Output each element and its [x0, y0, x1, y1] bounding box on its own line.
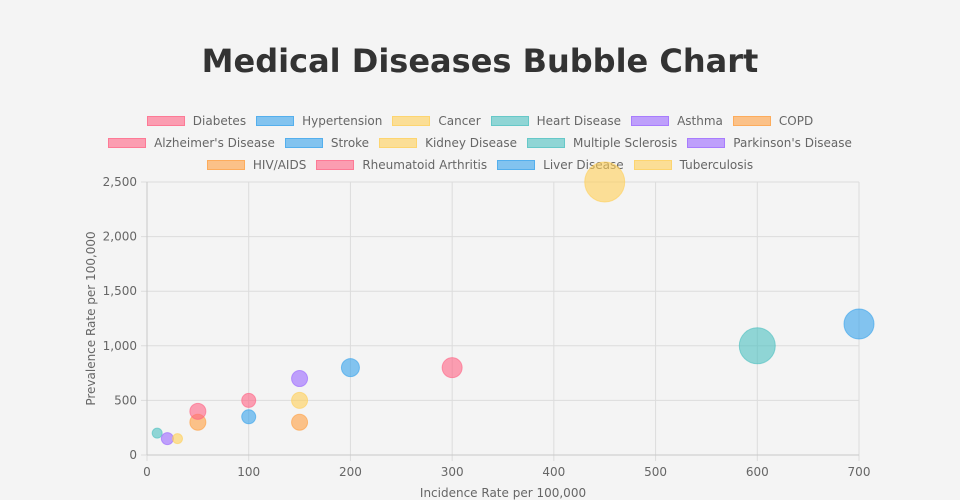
legend-label: Heart Disease	[536, 114, 622, 128]
x-tick-label: 700	[848, 465, 871, 479]
legend-item[interactable]: HIV/AIDS	[206, 158, 307, 172]
legend-swatch	[146, 116, 185, 126]
legend-item[interactable]: Cancer	[392, 114, 481, 128]
y-axis-title: Prevalence Rate per 100,000	[84, 231, 98, 405]
bubble-kidney-disease[interactable]	[291, 391, 309, 409]
bubble-parkinson-s-disease[interactable]	[160, 432, 174, 446]
legend-item[interactable]: Hypertension	[256, 114, 382, 128]
bubble-asthma[interactable]	[291, 370, 309, 388]
legend-item[interactable]: Alzheimer's Disease	[108, 136, 275, 150]
y-tick-label: 1,500	[103, 284, 137, 298]
legend-swatch	[284, 138, 323, 148]
legend-swatch	[732, 116, 771, 126]
legend-item[interactable]: Rheumatoid Arthritis	[316, 158, 487, 172]
x-tick-label: 200	[339, 465, 362, 479]
chart-title: Medical Diseases Bubble Chart	[201, 42, 759, 80]
legend-item[interactable]: Diabetes	[146, 114, 247, 128]
legend-label: Hypertension	[302, 114, 383, 128]
legend-item[interactable]: Parkinson's Disease	[687, 136, 852, 150]
legend-swatch	[206, 160, 245, 170]
y-tick-label: 500	[114, 393, 137, 407]
legend-row: Alzheimer's Disease Stroke Kidney Disease M…	[0, 132, 960, 154]
legend-item[interactable]: Tuberculosis	[633, 158, 754, 172]
legend-item[interactable]: Heart Disease	[490, 114, 622, 128]
legend-item[interactable]: COPD	[732, 114, 814, 128]
legend-swatch	[527, 138, 565, 148]
legend-swatch	[687, 138, 726, 148]
bubble-heart-disease[interactable]	[738, 327, 776, 365]
y-tick-label: 1,000	[103, 339, 137, 353]
legend-swatch	[316, 160, 355, 170]
legend-label: Alzheimer's Disease	[154, 136, 275, 150]
bubble-multiple-sclerosis[interactable]	[151, 427, 163, 439]
bubble-rheumatoid-arthritis[interactable]	[241, 392, 257, 408]
legend-swatch	[379, 138, 418, 148]
axis-layer: 0 100 200 300 400 500 600 700 0 500 1,000 1,500 2,00…	[103, 175, 871, 479]
bubble-tuberculosis[interactable]	[172, 433, 184, 445]
legend-swatch	[633, 160, 672, 170]
legend-swatch	[392, 116, 431, 126]
x-tick-label: 500	[644, 465, 667, 479]
y-tick-label: 0	[129, 448, 137, 462]
legend-label: Asthma	[677, 114, 723, 128]
legend-label: Cancer	[438, 114, 481, 128]
legend-item[interactable]: Asthma	[631, 114, 723, 128]
legend-label: Tuberculosis	[679, 158, 754, 172]
legend-label: Rheumatoid Arthritis	[362, 158, 488, 172]
bubble-diabetes[interactable]	[441, 357, 463, 379]
legend-item[interactable]: Multiple Sclerosis	[527, 136, 677, 150]
legend-label: COPD	[778, 114, 814, 128]
x-tick-label: 100	[237, 465, 260, 479]
legend-swatch	[497, 160, 536, 170]
chart-legend: Diabetes Hypertension Cancer Heart Disease A…	[0, 110, 960, 176]
legend-label: Stroke	[330, 136, 370, 150]
legend-label: HIV/AIDS	[252, 158, 307, 172]
legend-item[interactable]: Stroke	[284, 136, 370, 150]
x-tick-label: 600	[746, 465, 769, 479]
x-tick-label: 300	[441, 465, 464, 479]
x-axis-title: Incidence Rate per 100,000	[420, 486, 586, 500]
x-tick-label: 400	[542, 465, 565, 479]
bubble-hiv-aids[interactable]	[291, 413, 309, 431]
legend-swatch	[256, 116, 295, 126]
y-tick-label: 2,500	[103, 175, 137, 189]
bubble-liver-disease[interactable]	[340, 358, 360, 378]
legend-label: Kidney Disease	[425, 136, 517, 150]
bubble-cancer[interactable]	[584, 161, 626, 203]
bubble-stroke[interactable]	[241, 409, 257, 425]
x-tick-label: 0	[143, 465, 151, 479]
legend-swatch	[631, 116, 670, 126]
legend-item[interactable]: Kidney Disease	[379, 136, 517, 150]
legend-label: Parkinson's Disease	[733, 136, 852, 150]
legend-label: Multiple Sclerosis	[573, 136, 678, 150]
legend-label: Diabetes	[192, 114, 247, 128]
bubble-alzheimer-s-disease[interactable]	[189, 402, 207, 420]
bubble-layer	[151, 161, 875, 446]
legend-row: Diabetes Hypertension Cancer Heart Disease A…	[0, 110, 960, 132]
bubble-hypertension[interactable]	[843, 308, 875, 340]
legend-swatch	[108, 138, 147, 148]
y-tick-label: 2,000	[103, 230, 137, 244]
legend-swatch	[490, 116, 529, 126]
